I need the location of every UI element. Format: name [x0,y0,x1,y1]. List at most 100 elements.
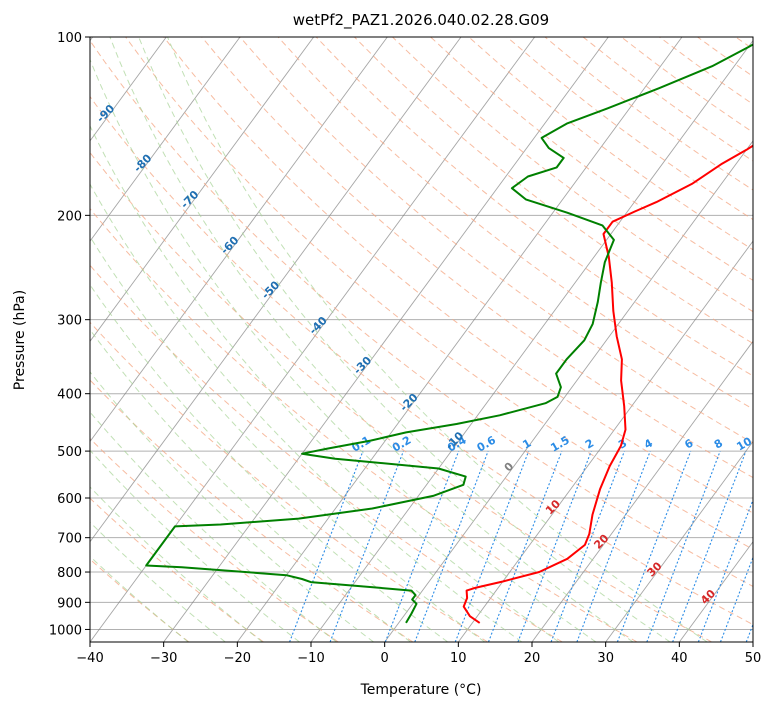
dry-adiabat-line [735,37,753,50]
x-tick-label: 40 [671,651,688,666]
dry-adiabat-line [90,264,563,642]
axes: −40 −30 −20 −10 0 10 20 30 40 5010020030040050060… [49,31,761,666]
mixing-ratio-line [719,555,753,642]
dry-adiabat-line [90,437,339,642]
moist-adiabat-line [90,235,486,642]
isotherm-line [90,37,241,242]
isotherm-label: -40 [307,314,330,337]
mixing-ratio-label: 10 [734,434,754,453]
temperature-line [462,144,753,624]
line-labels: 0.10.20.40.611.52346810131620253036-100-… [90,37,775,607]
mixing-ratio-label: 2 [583,437,596,452]
isotherm-label: -90 [94,102,117,125]
moist-adiabat-line [90,555,189,642]
mixing-ratio-line [517,450,592,642]
moist-adiabat-line [90,486,263,642]
isotherm-label: -10 [443,429,466,452]
isotherm-line [236,37,683,642]
mixing-ratio-label: 6 [682,436,695,451]
mixing-ratio-line [550,450,625,642]
moist-adiabat-line [90,371,374,642]
isotherm-label: 0 [502,459,517,474]
y-tick-label: 200 [57,209,82,224]
isotherm-line [90,37,388,443]
isotherm-line [752,641,753,642]
isotherm-label: 10 [543,497,563,517]
y-tick-label: 700 [57,532,82,547]
moist-adiabat-line [90,411,337,642]
x-tick-label: 10 [450,651,467,666]
x-tick-label: −40 [76,651,103,666]
chart-title: wetPf2_PAZ1.2026.040.02.28.G09 [293,11,549,30]
isotherm-label: -50 [259,278,282,301]
plot-frame [89,36,754,643]
dry-adiabat-line [90,207,638,642]
dry-adiabat-line [468,37,753,251]
isotherm-line [90,37,167,142]
x-tick-label: 0 [381,651,389,666]
moist-adiabat-line [90,183,523,642]
background-lines [90,37,753,642]
moist-adiabat-line [90,124,560,642]
isotherm-line [605,440,753,642]
mixing-ratio-line [745,622,753,642]
moist-adiabat-line [109,37,634,642]
mixing-ratio-line [616,450,692,642]
dry-adiabat-line [90,95,753,626]
y-tick-label: 100 [57,31,82,46]
x-axis-label: Temperature (°C) [360,682,482,698]
moist-adiabat-line [90,283,449,642]
moist-adiabat-line [90,58,597,642]
dry-adiabat-line [125,37,753,550]
mixing-ratio-line [697,498,753,642]
moist-adiabat-line [167,37,708,642]
dry-adiabat-line [659,37,753,105]
x-tick-label: 30 [597,651,614,666]
dewpoint-line [145,43,753,624]
dry-adiabat-line [506,37,753,221]
mixing-ratio-line [454,450,530,642]
isotherm-line [90,37,315,343]
x-tick-label: −10 [297,651,324,666]
dry-adiabat-line [90,39,753,588]
x-tick-label: 20 [524,651,541,666]
isotherm-line [90,37,462,543]
series-layer [145,43,753,624]
mixing-ratio-line [576,450,651,642]
y-tick-label: 1000 [49,623,82,638]
mixing-ratio-line [487,450,563,642]
mixing-ratio-line [329,450,404,642]
dry-adiabat-line [354,37,753,345]
x-tick-label: −30 [150,651,177,666]
isotherm-line [678,541,753,642]
isotherm-line [531,340,753,642]
dry-adiabat-line [239,37,753,444]
dry-adiabat-line [277,37,753,410]
dry-adiabat-line [544,37,753,191]
mixing-ratio-label: 8 [712,437,725,452]
dry-adiabat-line [163,37,753,514]
dry-adiabat-line [90,151,712,642]
x-tick-label: −20 [224,651,251,666]
y-tick-label: 600 [57,492,82,507]
mixing-ratio-label: 13 [760,435,775,454]
moist-adiabat-line [90,449,300,642]
dry-adiabat-line [90,497,264,642]
y-tick-label: 800 [57,566,82,581]
dry-adiabat-line [430,37,753,281]
dry-adiabat-line [90,558,190,642]
y-tick-label: 300 [57,314,82,329]
dry-adiabat-line [697,37,753,78]
x-tick-label: 50 [745,651,762,666]
isotherm-line [163,37,609,642]
isotherm-label: -80 [131,151,154,174]
mixing-ratio-line [672,450,747,642]
y-axis-label: Pressure (hPa) [12,290,28,390]
moist-adiabat-line [138,37,671,642]
y-tick-label: 500 [57,445,82,460]
dry-adiabat-line [90,321,488,642]
isotherm-label: -70 [178,188,201,211]
dry-adiabat-line [315,37,753,377]
y-tick-label: 400 [57,388,82,403]
